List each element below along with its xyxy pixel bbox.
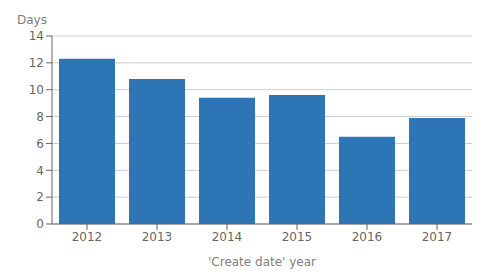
svg-text:2017: 2017 [422, 230, 453, 244]
svg-text:6: 6 [36, 137, 44, 151]
svg-text:2014: 2014 [212, 230, 243, 244]
svg-text:2012: 2012 [72, 230, 103, 244]
svg-text:2013: 2013 [142, 230, 173, 244]
svg-text:10: 10 [29, 83, 44, 97]
svg-text:0: 0 [36, 217, 44, 231]
svg-text:14: 14 [29, 29, 44, 43]
svg-text:2: 2 [36, 190, 44, 204]
svg-text:4: 4 [36, 164, 44, 178]
svg-text:'Create date' year: 'Create date' year [208, 255, 316, 269]
svg-text:2016: 2016 [352, 230, 383, 244]
svg-text:2015: 2015 [282, 230, 313, 244]
svg-text:12: 12 [29, 56, 44, 70]
svg-text:Days: Days [17, 13, 47, 27]
svg-text:8: 8 [36, 110, 44, 124]
